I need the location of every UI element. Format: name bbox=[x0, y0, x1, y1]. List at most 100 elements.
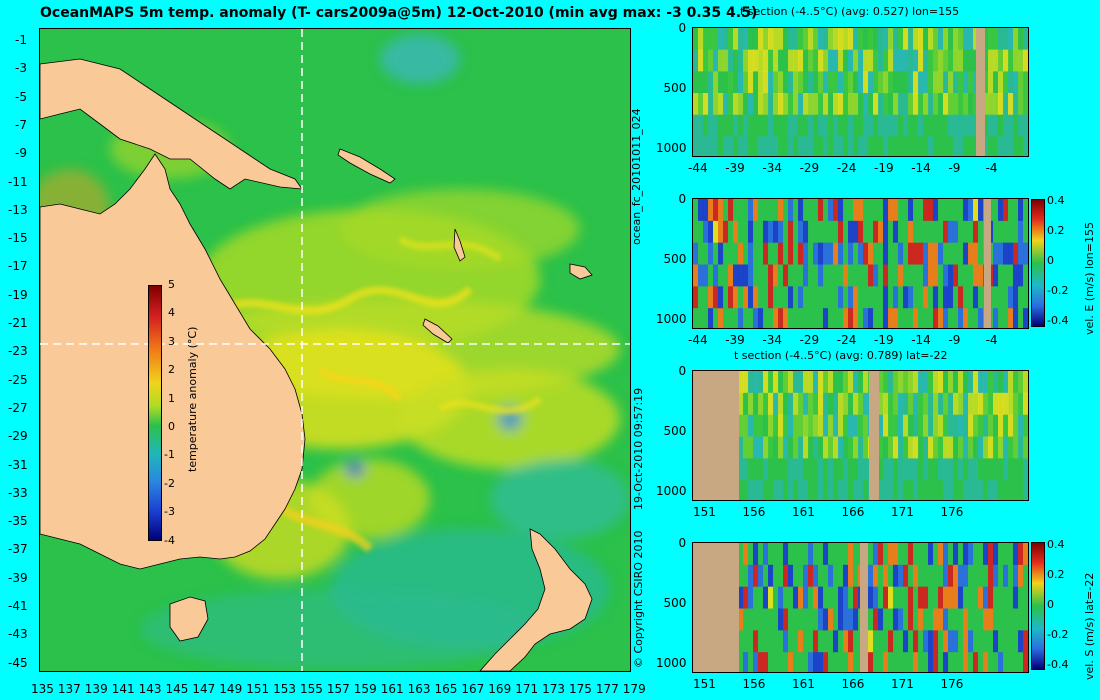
map-colorbar-tick: -3 bbox=[164, 505, 175, 519]
panel-x-tick: -9 bbox=[948, 333, 961, 347]
panel-3-title: t section (-4..5°C) (avg: 0.789) lat=-22 bbox=[734, 349, 948, 362]
map-lon-tick: 175 bbox=[569, 682, 592, 696]
section-heatmap bbox=[693, 199, 1028, 328]
date-label: 19-Oct-2010 09:57:19 bbox=[632, 387, 645, 510]
panel-x-tick: 161 bbox=[792, 505, 815, 519]
panel-y-tick: 0 bbox=[678, 536, 687, 550]
anomaly-patches bbox=[40, 34, 630, 669]
map-title: OceanMAPS 5m temp. anomaly (T- cars2009a… bbox=[40, 5, 758, 21]
map-colorbar-label: temperature anomaly (°C) bbox=[186, 326, 199, 472]
panel-x-tick: -39 bbox=[725, 161, 745, 175]
panel-colorbar-tick: 0.4 bbox=[1047, 194, 1065, 207]
map-lon-tick: 139 bbox=[84, 682, 108, 696]
panel-y-tick: 500 bbox=[663, 81, 687, 95]
panel-4-colorbar-label: vel. S (m/s) lat=-22 bbox=[1083, 572, 1096, 680]
map-lat-tick: -5 bbox=[15, 89, 27, 104]
map-colorbar-tick: -1 bbox=[164, 448, 175, 462]
map-colorbar bbox=[148, 285, 162, 541]
map-colorbar-tick: 4 bbox=[168, 306, 175, 320]
map-lon-tick: 169 bbox=[488, 682, 512, 696]
land-fiji bbox=[569, 263, 593, 280]
panel-colorbar-tick: -0.2 bbox=[1047, 628, 1069, 641]
map-lat-tick: -31 bbox=[8, 457, 28, 472]
panel-x-tick: -9 bbox=[948, 161, 961, 175]
panel-x-tick: -39 bbox=[725, 333, 745, 347]
panel-colorbar-tick: -0.2 bbox=[1047, 284, 1069, 297]
map-lon-tick: 161 bbox=[380, 682, 404, 696]
map-lat-tick: -11 bbox=[8, 174, 28, 189]
land-mask bbox=[976, 28, 985, 156]
map-lon-tick: 171 bbox=[515, 682, 539, 696]
panel-3-plot bbox=[692, 370, 1029, 501]
panel-colorbar-tick: 0.2 bbox=[1047, 568, 1065, 581]
panel-2-plot bbox=[692, 198, 1029, 329]
panel-x-tick: 171 bbox=[891, 505, 914, 519]
panel-x-tick: 171 bbox=[891, 677, 914, 691]
land-mask bbox=[693, 543, 739, 672]
panel-y-tick: 0 bbox=[678, 192, 687, 206]
map-lon-tick: 159 bbox=[353, 682, 377, 696]
map-lat-tick: -3 bbox=[15, 61, 27, 76]
panel-colorbar-tick: 0 bbox=[1047, 598, 1054, 611]
panel-x-tick: -24 bbox=[836, 333, 857, 347]
land-mask bbox=[693, 371, 739, 500]
panel-x-tick: -14 bbox=[911, 333, 931, 347]
map-colorbar-tick: -4 bbox=[164, 533, 175, 547]
panel-colorbar-tick: 0 bbox=[1047, 254, 1054, 267]
map-lat-tick: -9 bbox=[15, 146, 27, 161]
panel-y-tick: 0 bbox=[678, 364, 687, 378]
map-lon-tick: 173 bbox=[542, 682, 565, 696]
land-new-guinea bbox=[40, 58, 303, 190]
map-lat-tick: -45 bbox=[8, 655, 28, 670]
map-lat-tick: -41 bbox=[8, 599, 28, 613]
map-colorbar-tick: 0 bbox=[168, 420, 175, 433]
panel-colorbar-tick: -0.4 bbox=[1047, 314, 1069, 327]
panel-colorbar-tick: -0.4 bbox=[1047, 658, 1069, 671]
map-lon-tick: 141 bbox=[111, 682, 135, 696]
panel-x-tick: 151 bbox=[693, 677, 716, 691]
map-plot bbox=[39, 28, 631, 672]
panel-y-tick: 1000 bbox=[656, 656, 687, 670]
map-lat-tick: -25 bbox=[8, 372, 28, 387]
map-lon-tick: 135 bbox=[31, 682, 54, 696]
panel-1-title: t section (-4..5°C) (avg: 0.527) lon=155 bbox=[740, 5, 960, 18]
panel-x-tick: -14 bbox=[911, 161, 931, 175]
panel-x-tick: -44 bbox=[688, 333, 708, 347]
map-lat-tick: -15 bbox=[8, 231, 28, 246]
map-lat-tick: -17 bbox=[8, 259, 28, 274]
map-lon-tick: 153 bbox=[273, 682, 296, 696]
map-lat-tick: -23 bbox=[8, 344, 28, 359]
map-lon-tick: 165 bbox=[434, 682, 458, 696]
panel-y-tick: 1000 bbox=[656, 484, 687, 498]
panel-x-tick: -4 bbox=[985, 161, 998, 175]
map-colorbar-tick: 5 bbox=[168, 278, 175, 291]
panel-1-plot bbox=[692, 27, 1029, 157]
panel-x-tick: 176 bbox=[940, 505, 964, 519]
panel-colorbar-tick: 0.4 bbox=[1047, 538, 1065, 551]
panel-y-tick: 500 bbox=[663, 424, 687, 438]
panel-4-colorbar bbox=[1031, 542, 1045, 670]
map-colorbar-tick: 2 bbox=[168, 363, 175, 377]
map-lon-tick: 145 bbox=[165, 682, 189, 696]
map-lon-tick: 177 bbox=[595, 682, 619, 696]
map-lat-tick: -43 bbox=[8, 627, 28, 642]
land-mask bbox=[869, 371, 879, 500]
land-new-caledonia bbox=[422, 318, 453, 344]
section-heatmap bbox=[693, 543, 1028, 672]
land-tasmania bbox=[169, 596, 209, 642]
map-lon-tick: 157 bbox=[326, 682, 350, 696]
map-lon-tick: 167 bbox=[461, 682, 485, 696]
panel-x-tick: -19 bbox=[874, 333, 894, 347]
map-lat-tick: -27 bbox=[8, 400, 28, 415]
run-label: ocean_fc_20101011_024 bbox=[630, 108, 643, 245]
map-lat-tick: -7 bbox=[15, 117, 27, 132]
panel-y-tick: 1000 bbox=[656, 312, 687, 326]
panel-x-tick: 161 bbox=[792, 677, 815, 691]
map-lat-tick: -1 bbox=[15, 33, 27, 47]
map-lat-tick: -21 bbox=[8, 316, 28, 330]
panel-x-tick: -29 bbox=[799, 161, 820, 175]
section-heatmap bbox=[693, 28, 1028, 156]
map-lon-tick: 149 bbox=[219, 682, 243, 696]
map-lon-tick: 147 bbox=[192, 682, 216, 696]
land-mask bbox=[860, 543, 868, 672]
